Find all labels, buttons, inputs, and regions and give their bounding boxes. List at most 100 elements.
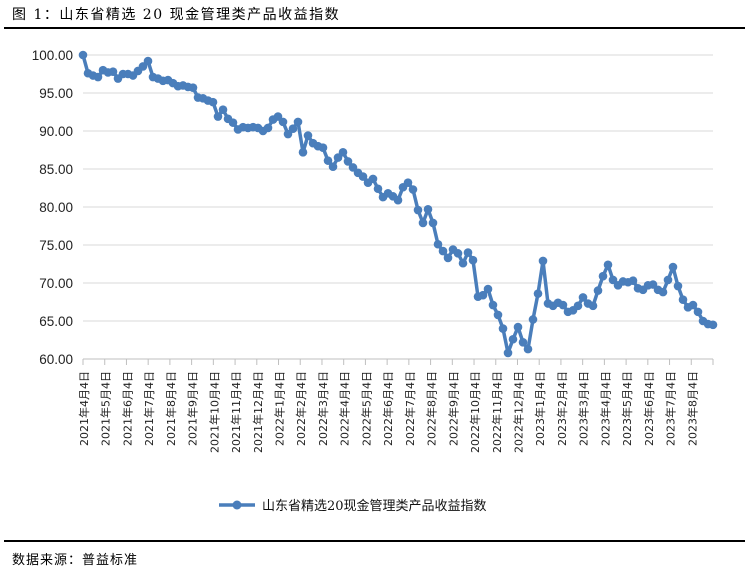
y-tick-label: 90.00 [39, 124, 73, 139]
data-point-marker [468, 255, 478, 265]
data-point-marker [93, 72, 103, 82]
data-point-marker [338, 147, 348, 157]
data-point-marker [373, 184, 383, 194]
x-tick-label: 2023年5月4日 [620, 371, 634, 446]
x-tick-label: 2021年4月4日 [77, 371, 91, 446]
data-point-marker [673, 281, 683, 291]
data-source: 数据来源：普益标准 [12, 553, 139, 568]
data-point-marker [218, 105, 228, 115]
x-tick-label: 2023年3月4日 [577, 371, 591, 446]
data-point-marker [143, 56, 153, 66]
data-point-marker [343, 157, 353, 166]
x-tick-label: 2021年9月4日 [186, 371, 200, 446]
data-point-marker [573, 301, 583, 311]
data-point-marker [523, 344, 533, 354]
data-point-marker [528, 315, 538, 324]
top-rule [4, 27, 745, 29]
data-point-marker [513, 322, 523, 332]
y-tick-label: 65.00 [39, 314, 73, 329]
data-point-marker [303, 131, 313, 140]
x-tick-label: 2021年10月4日 [207, 371, 221, 453]
data-point-marker [488, 300, 498, 310]
data-point-marker [483, 284, 493, 294]
data-point-marker [458, 258, 468, 268]
data-point-marker [708, 320, 718, 330]
data-point-marker [443, 253, 453, 263]
data-point-marker [368, 174, 378, 184]
data-point-marker [668, 262, 678, 272]
x-axis: 2021年4月4日 2021年5月4日 2021年6月4日 2021年7月4日 2021… [77, 358, 714, 453]
data-point-marker [578, 293, 588, 302]
y-tick-label: 70.00 [39, 276, 73, 291]
x-tick-label: 2022年11月4日 [490, 371, 504, 453]
data-point-marker [658, 287, 668, 297]
data-point-marker [598, 271, 608, 281]
x-tick-label: 2021年8月4日 [164, 371, 178, 446]
legend-label: 山东省精选20现金管理类产品收益指数 [262, 498, 487, 514]
data-point-marker [393, 195, 403, 205]
data-point-marker [453, 249, 463, 258]
x-tick-label: 2023年1月4日 [533, 371, 547, 446]
data-point-marker [478, 290, 488, 300]
x-tick-label: 2022年4月4日 [338, 371, 352, 446]
data-point-marker [493, 310, 503, 320]
y-tick-label: 75.00 [39, 238, 73, 253]
data-point-marker [693, 307, 703, 317]
y-tick-label: 80.00 [39, 200, 73, 215]
legend-marker-icon [232, 500, 242, 510]
data-point-marker [498, 324, 508, 333]
line-chart: 100.00 95.00 90.00 85.00 80.00 75.00 70.00 65.0… [32, 48, 718, 514]
data-point-marker [208, 97, 218, 107]
data-point-marker [593, 286, 603, 295]
gridlines [83, 54, 713, 322]
y-tick-label: 85.00 [39, 162, 73, 177]
x-tick-label: 2022年12月4日 [511, 371, 525, 453]
data-point-marker [323, 156, 333, 165]
data-point-marker [413, 205, 423, 215]
x-tick-label: 2022年6月4日 [381, 371, 395, 446]
x-tick-label: 2021年11月4日 [229, 371, 243, 453]
data-point-marker [228, 118, 238, 127]
data-point-marker [688, 300, 698, 310]
data-point-marker [433, 239, 443, 249]
data-point-marker [108, 67, 118, 77]
data-point-marker [533, 289, 543, 298]
data-point-marker [403, 178, 413, 187]
data-point-marker [518, 337, 528, 347]
data-point-marker [78, 50, 88, 60]
data-point-marker [503, 348, 513, 358]
x-tick-label: 2022年5月4日 [359, 371, 373, 446]
x-tick-label: 2022年10月4日 [468, 371, 482, 453]
bottom-rule [4, 540, 745, 542]
x-tick-label: 2022年7月4日 [403, 371, 417, 446]
y-tick-label: 60.00 [39, 352, 73, 367]
data-point-marker [538, 256, 548, 266]
legend: 山东省精选20现金管理类产品收益指数 [219, 498, 487, 514]
x-tick-label: 2021年6月4日 [120, 371, 134, 446]
data-point-marker [463, 248, 473, 257]
data-point-marker [508, 334, 518, 344]
x-tick-label: 2021年12月4日 [251, 371, 265, 453]
x-tick-label: 2023年4月4日 [598, 371, 612, 446]
data-point-marker [588, 301, 598, 311]
x-tick-label: 2023年6月4日 [642, 371, 656, 446]
y-tick-label: 95.00 [39, 86, 73, 101]
x-tick-label: 2022年9月4日 [446, 371, 460, 446]
data-point-marker [293, 117, 303, 127]
x-tick-label: 2022年8月4日 [425, 371, 439, 446]
data-point-marker [438, 246, 448, 256]
data-point-marker [318, 143, 328, 153]
data-point-marker [358, 172, 368, 181]
x-tick-label: 2022年1月4日 [273, 371, 287, 446]
x-tick-label: 2023年7月4日 [664, 371, 678, 446]
data-point-marker [188, 83, 198, 92]
data-point-marker [288, 124, 298, 134]
x-tick-label: 2022年2月4日 [294, 371, 308, 446]
data-point-marker [418, 218, 428, 228]
y-tick-label: 100.00 [32, 48, 73, 63]
data-point-marker [328, 162, 338, 172]
y-axis: 100.00 95.00 90.00 85.00 80.00 75.00 70.00 65.0… [32, 48, 73, 367]
data-point-marker [663, 275, 673, 285]
data-point-marker [603, 260, 613, 270]
data-point-marker [678, 295, 688, 305]
